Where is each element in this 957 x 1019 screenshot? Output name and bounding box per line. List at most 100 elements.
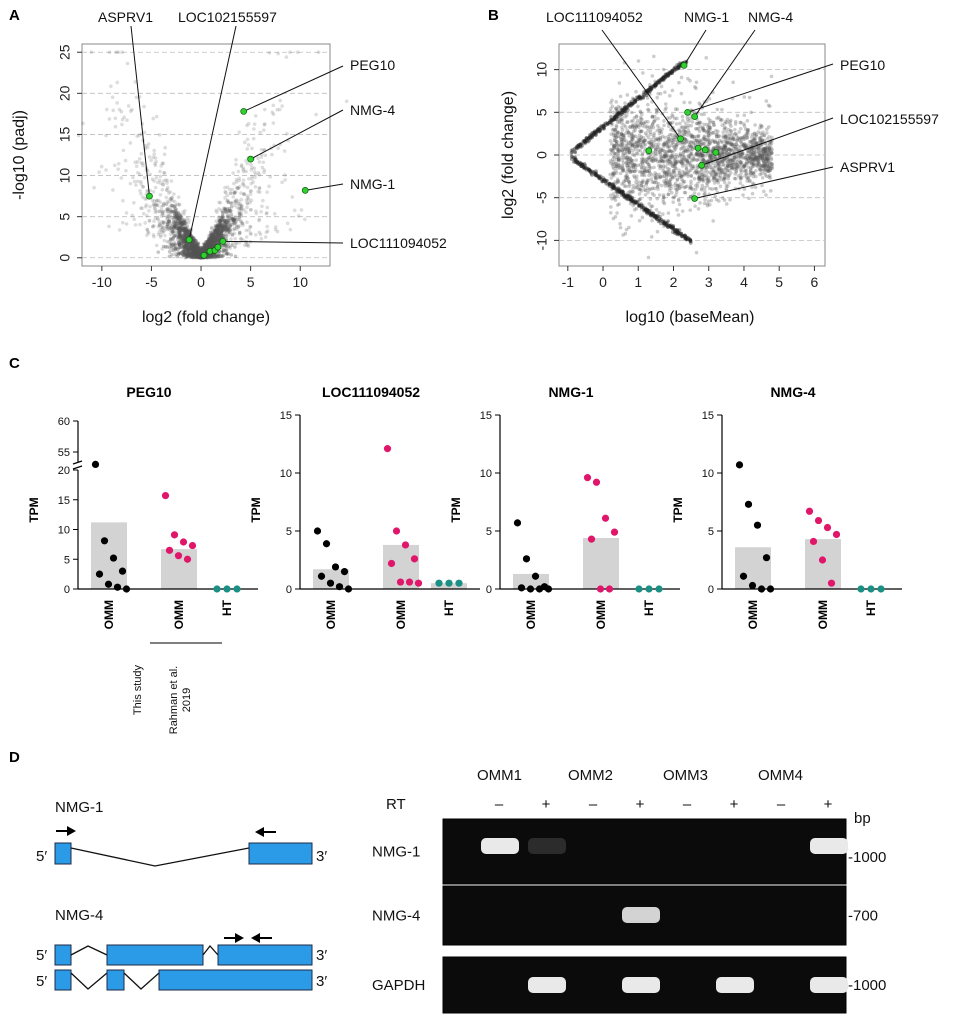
volcano-point	[168, 236, 173, 241]
volcano-point	[158, 169, 162, 174]
ma-point	[741, 193, 745, 197]
volcano-point	[212, 238, 216, 243]
volcano-point	[217, 215, 221, 220]
volcano-point	[194, 246, 199, 251]
volcano-point	[164, 178, 168, 182]
volcano-point	[257, 217, 262, 222]
volcano-point	[172, 220, 177, 225]
ma-point	[670, 88, 675, 93]
volcano-point	[177, 216, 181, 221]
ma-point	[656, 116, 660, 121]
volcano-point	[197, 250, 201, 255]
volcano-point	[199, 247, 203, 251]
volcano-point	[192, 251, 196, 255]
volcano-point	[244, 228, 249, 233]
ma-point	[667, 188, 672, 192]
volcano-point	[252, 170, 257, 174]
volcano-point	[138, 172, 142, 177]
volcano-point	[206, 238, 211, 243]
volcano-point	[180, 238, 185, 243]
volcano-point	[261, 198, 265, 203]
ma-point	[744, 172, 749, 177]
volcano-point	[132, 200, 136, 205]
ma-point	[627, 225, 631, 230]
ma-point	[610, 104, 615, 109]
volcano-point	[207, 236, 211, 241]
ma-point	[706, 131, 711, 136]
volcano-point	[132, 179, 137, 184]
volcano-point	[177, 217, 182, 222]
volcano-point	[254, 209, 258, 213]
ma-point	[648, 125, 652, 130]
volcano-point	[105, 107, 109, 112]
volcano-point	[203, 246, 208, 251]
volcano-point	[194, 250, 199, 255]
volcano-point	[185, 227, 189, 232]
volcano-point	[196, 252, 201, 256]
volcano-point	[191, 244, 196, 249]
volcano-point	[191, 248, 196, 253]
volcano-point	[233, 245, 237, 249]
ma-point	[724, 202, 729, 206]
volcano-point	[173, 209, 177, 214]
volcano-point	[221, 233, 225, 238]
ma-point	[654, 180, 659, 185]
volcano-point	[189, 254, 194, 258]
volcano-point	[170, 228, 174, 232]
ma-point	[646, 255, 651, 260]
volcano-point	[115, 80, 120, 85]
ma-point	[710, 173, 714, 178]
volcano-point	[175, 226, 180, 230]
volcano-point	[183, 226, 188, 230]
volcano-point	[219, 216, 223, 220]
volcano-point	[194, 254, 198, 258]
ma-point	[612, 166, 616, 171]
volcano-point	[196, 252, 201, 257]
volcano-point	[210, 233, 215, 238]
volcano-point	[211, 231, 216, 235]
volcano-point	[224, 234, 229, 239]
volcano-point	[208, 230, 213, 235]
volcano-point	[193, 249, 198, 253]
ma-point	[667, 94, 672, 98]
volcano-point	[191, 243, 196, 248]
volcano-point	[197, 254, 202, 259]
ma-point	[689, 173, 694, 178]
ma-point	[695, 140, 700, 144]
volcano-point	[196, 252, 201, 256]
volcano-point	[137, 157, 142, 161]
volcano-point	[196, 250, 200, 255]
volcano-point	[200, 246, 205, 251]
volcano-point	[81, 121, 85, 126]
ma-point	[676, 213, 681, 217]
ma-point	[688, 184, 693, 189]
ma-point	[651, 54, 656, 59]
volcano-point	[192, 243, 197, 248]
volcano-point	[182, 234, 186, 238]
volcano-point	[175, 215, 180, 219]
ma-point	[632, 115, 637, 120]
volcano-point	[182, 212, 186, 216]
ma-point	[650, 173, 654, 177]
volcano-point	[241, 169, 246, 174]
volcano-point	[251, 136, 256, 141]
volcano-point	[254, 211, 259, 216]
volcano-point	[207, 243, 212, 248]
volcano-point	[189, 253, 193, 257]
ma-point	[722, 176, 727, 181]
volcano-point	[167, 219, 171, 223]
volcano-point	[213, 254, 218, 259]
volcano-point	[178, 251, 183, 256]
volcano-point	[171, 217, 176, 221]
volcano-y-tick-label: 10	[57, 168, 73, 184]
volcano-point	[246, 121, 251, 126]
volcano-point	[193, 238, 197, 243]
volcano-point	[158, 227, 163, 232]
ma-point	[669, 149, 674, 154]
volcano-point	[208, 238, 212, 242]
volcano-point	[187, 252, 191, 256]
volcano-point	[160, 161, 165, 165]
volcano-point	[169, 241, 174, 246]
volcano-point	[212, 238, 216, 243]
ma-point	[712, 155, 717, 159]
